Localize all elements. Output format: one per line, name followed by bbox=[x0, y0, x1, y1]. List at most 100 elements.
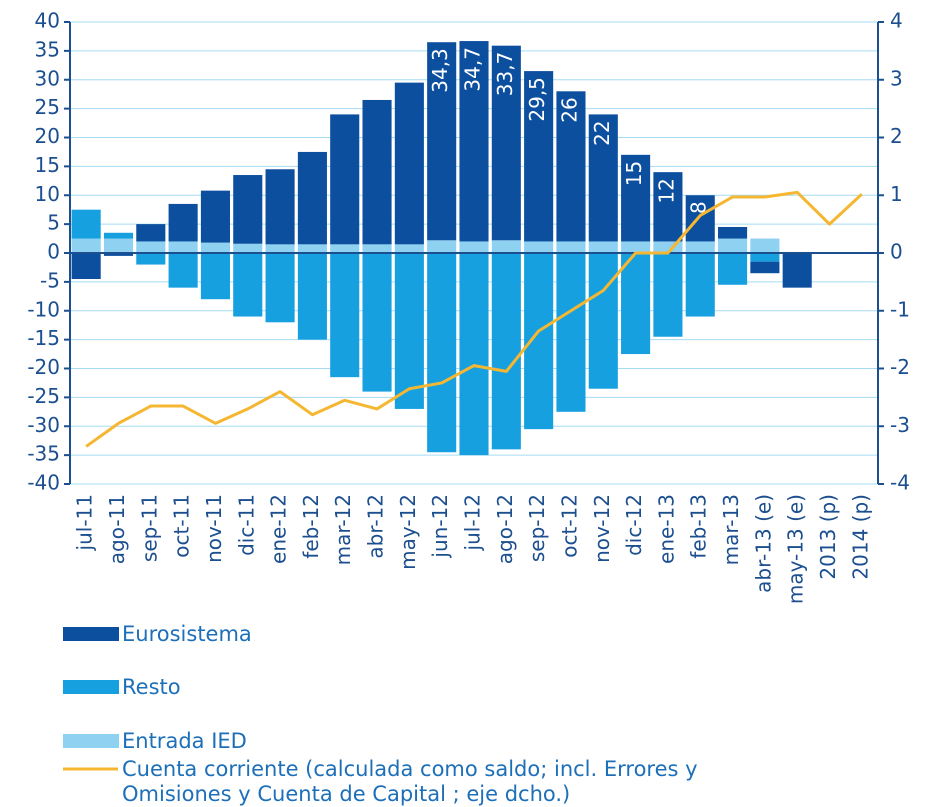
data-label: 15 bbox=[622, 161, 646, 186]
y-tick-label: 0 bbox=[47, 240, 60, 264]
bar bbox=[556, 241, 586, 253]
bar bbox=[782, 253, 812, 288]
bar bbox=[168, 253, 198, 288]
bar bbox=[588, 241, 618, 253]
bar bbox=[653, 241, 683, 253]
bar bbox=[524, 241, 554, 253]
bar bbox=[621, 241, 651, 253]
bar bbox=[103, 238, 134, 253]
bar bbox=[653, 172, 683, 242]
bar bbox=[200, 190, 230, 243]
bar bbox=[394, 253, 424, 409]
bar bbox=[330, 253, 360, 378]
data-label: 34,7 bbox=[461, 47, 485, 92]
y-tick-label: -40 bbox=[27, 471, 60, 495]
data-label: 33,7 bbox=[493, 52, 517, 97]
bar bbox=[427, 240, 457, 253]
y2-tick-label: -3 bbox=[890, 413, 910, 437]
y-tick-label: 35 bbox=[35, 37, 60, 61]
y-tick-label: 5 bbox=[47, 211, 60, 235]
bar bbox=[168, 203, 198, 242]
x-tick-label: ago-11 bbox=[105, 494, 129, 564]
bar bbox=[233, 175, 263, 244]
y-tick-label: -5 bbox=[40, 268, 60, 292]
bar bbox=[685, 195, 715, 242]
x-tick-label: 2013 (p) bbox=[816, 494, 840, 580]
bar bbox=[330, 114, 360, 245]
bar bbox=[233, 243, 263, 253]
x-tick-label: jul-12 bbox=[461, 494, 485, 551]
x-tick-label: may-13 (e) bbox=[784, 494, 808, 604]
bar bbox=[265, 244, 295, 253]
bar bbox=[491, 240, 521, 253]
x-tick-label: ene-13 bbox=[654, 494, 678, 564]
bar bbox=[556, 91, 586, 242]
y-tick-label: 30 bbox=[35, 66, 60, 90]
bar bbox=[136, 241, 166, 253]
legend-label: Cuenta corriente (calculada como saldo; … bbox=[122, 757, 698, 806]
line bbox=[85, 190, 863, 448]
data-label: 29,5 bbox=[525, 77, 549, 122]
y-tick-label: -15 bbox=[27, 326, 60, 350]
bar bbox=[750, 261, 780, 274]
bar bbox=[71, 253, 101, 279]
x-tick-label: may-12 bbox=[396, 494, 420, 570]
x-tick-label: ene-12 bbox=[267, 494, 291, 564]
bar bbox=[394, 82, 424, 245]
bar bbox=[394, 244, 424, 253]
x-tick-label: abr-13 (e) bbox=[751, 494, 775, 593]
y-tick-label: -10 bbox=[27, 297, 60, 321]
x-tick-label: ago-12 bbox=[493, 494, 517, 564]
legend-label: Entrada IED bbox=[122, 729, 247, 753]
y2-tick-label: 2 bbox=[890, 124, 903, 148]
data-label: 26 bbox=[557, 97, 581, 122]
y-tick-label: 15 bbox=[35, 153, 60, 177]
bar bbox=[362, 253, 392, 392]
bar bbox=[718, 238, 748, 253]
bar bbox=[685, 241, 715, 253]
bar bbox=[459, 41, 489, 242]
y-tick-label: -30 bbox=[27, 413, 60, 437]
bar bbox=[136, 224, 166, 242]
x-tick-label: dic-11 bbox=[234, 494, 258, 556]
y-tick-label: -25 bbox=[27, 384, 60, 408]
bar bbox=[362, 99, 392, 245]
legend-swatch bbox=[63, 680, 119, 694]
bar bbox=[265, 169, 295, 245]
x-tick-label: oct-11 bbox=[170, 494, 194, 558]
x-tick-label: mar-13 bbox=[719, 494, 743, 565]
bar bbox=[621, 253, 651, 355]
bar bbox=[524, 71, 554, 242]
legend-label: Resto bbox=[122, 675, 181, 699]
bar bbox=[362, 244, 392, 253]
x-tick-label: oct-12 bbox=[557, 494, 581, 558]
bar bbox=[71, 238, 101, 253]
x-tick-label: jul-11 bbox=[73, 494, 97, 551]
bar bbox=[588, 114, 618, 242]
y2-tick-label: -4 bbox=[890, 471, 910, 495]
data-label: 22 bbox=[590, 120, 614, 145]
bar bbox=[653, 253, 683, 337]
bar bbox=[427, 42, 457, 241]
y-tick-label: 25 bbox=[35, 95, 60, 119]
data-label: 34,3 bbox=[428, 48, 452, 93]
y-tick-label: 20 bbox=[35, 124, 60, 148]
bar bbox=[297, 151, 327, 245]
bar bbox=[588, 253, 618, 389]
bar bbox=[718, 253, 748, 285]
y2-tick-label: 3 bbox=[890, 66, 903, 90]
y-tick-label: -35 bbox=[27, 442, 60, 466]
legend-swatch bbox=[63, 734, 119, 748]
bar bbox=[491, 45, 521, 241]
y2-tick-label: -1 bbox=[890, 297, 910, 321]
y-tick-label: -20 bbox=[27, 355, 60, 379]
x-tick-label: feb-12 bbox=[299, 494, 323, 559]
bar bbox=[459, 253, 489, 456]
bar bbox=[103, 232, 134, 239]
y2-tick-label: 1 bbox=[890, 182, 903, 206]
legend-swatch bbox=[63, 627, 119, 641]
y-tick-label: 10 bbox=[35, 182, 60, 206]
bar bbox=[168, 241, 198, 253]
bar bbox=[265, 253, 295, 323]
